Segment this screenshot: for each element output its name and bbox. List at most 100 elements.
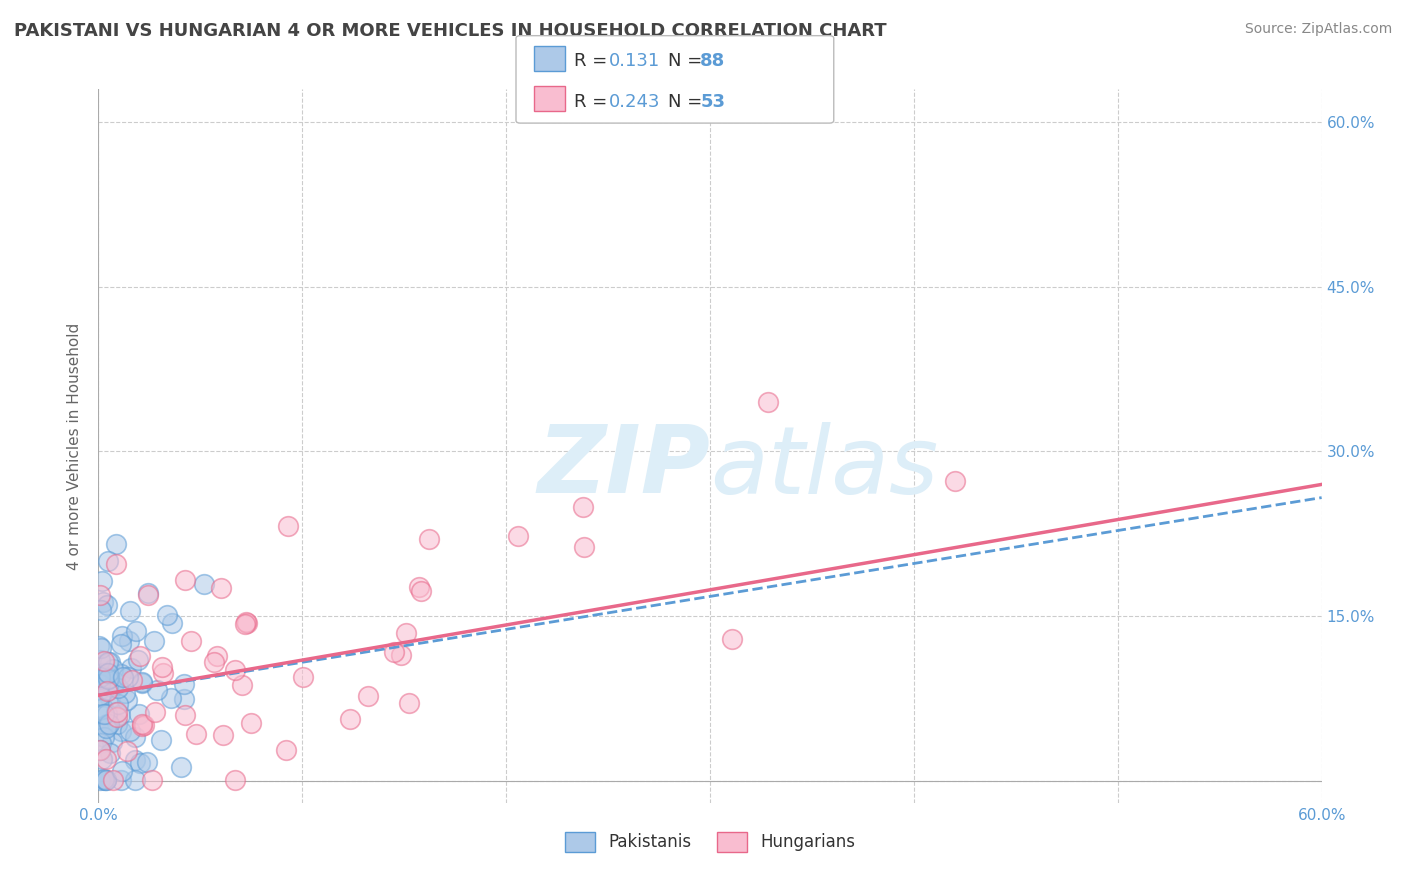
Point [131,716,153,731]
Point [96,672,118,686]
Point [105,557,128,571]
Point [174,708,197,723]
Text: 0.243: 0.243 [609,93,661,111]
Point [382,645,405,659]
Point [174,574,197,588]
Point [184,726,207,740]
Text: R =: R = [574,93,613,111]
Point [292,670,315,684]
Point [96,772,118,787]
Point [89,688,111,702]
Point [180,634,202,648]
Point [274,742,297,756]
Text: 88: 88 [700,53,725,70]
Legend: Pakistanis, Hungarians: Pakistanis, Hungarians [558,825,862,859]
Text: PAKISTANI VS HUNGARIAN 4 OR MORE VEHICLES IN HOUSEHOLD CORRELATION CHART: PAKISTANI VS HUNGARIAN 4 OR MORE VEHICLE… [14,22,887,40]
Point [173,692,195,706]
Point [395,625,418,640]
Text: 0.131: 0.131 [609,53,659,70]
Point [129,649,152,664]
Point [193,577,215,591]
Text: Source: ZipAtlas.com: Source: ZipAtlas.com [1244,22,1392,37]
Point [357,689,380,703]
Point [212,727,235,741]
Point [89,742,111,756]
Point [418,533,440,547]
Point [131,675,153,690]
Point [136,586,159,600]
Point [277,519,299,533]
Point [224,663,246,677]
Point [720,632,742,646]
Point [224,772,246,787]
Point [160,690,183,705]
Point [90,603,112,617]
Point [170,760,193,774]
Point [90,736,112,750]
Point [120,604,142,618]
Point [160,615,183,630]
Point [96,752,118,766]
Point [89,639,111,653]
Point [96,707,118,722]
Point [110,708,132,723]
Point [101,735,124,749]
Point [93,730,115,744]
Point [93,654,115,668]
Point [572,540,595,554]
Point [103,772,125,787]
Point [98,671,121,685]
Text: 53: 53 [700,93,725,111]
Point [94,772,117,787]
Point [90,640,112,655]
Y-axis label: 4 or more Vehicles in Household: 4 or more Vehicles in Household [67,322,83,570]
Point [89,652,111,666]
Point [127,653,149,667]
Point [93,669,115,683]
Point [231,677,253,691]
Point [114,685,136,699]
Point [111,764,134,778]
Point [389,648,412,662]
Point [117,670,139,684]
Point [202,655,225,669]
Point [110,637,132,651]
Point [149,733,172,747]
Point [124,730,146,744]
Point [235,615,257,630]
Point [508,529,530,543]
Point [91,595,114,609]
Point [156,608,179,623]
Point [105,536,128,550]
Point [89,673,111,687]
Text: N =: N = [668,53,707,70]
Text: N =: N = [668,93,707,111]
Point [128,707,150,722]
Point [89,670,111,684]
Point [104,675,127,690]
Point [98,690,121,705]
Point [121,673,143,687]
Point [89,772,111,787]
Point [120,724,142,739]
Point [91,752,114,766]
Point [146,683,169,698]
Point [756,395,779,409]
Point [96,598,118,612]
Point [101,661,124,675]
Point [209,582,232,596]
Point [115,693,138,707]
Point [89,588,111,602]
Point [89,743,111,757]
Point [93,665,115,680]
Point [110,772,132,787]
Point [91,667,114,681]
Point [98,717,121,731]
Point [150,659,173,673]
Point [112,670,135,684]
Point [124,753,146,767]
Point [339,712,361,726]
Point [207,649,229,664]
Point [105,705,128,719]
Point [235,615,257,629]
